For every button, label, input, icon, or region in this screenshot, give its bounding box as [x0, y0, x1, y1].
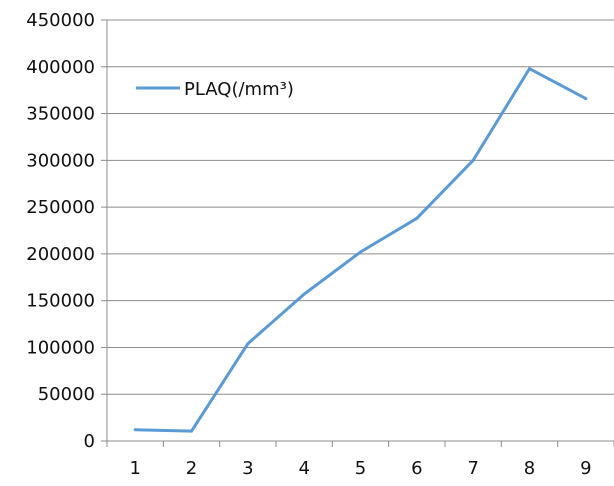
y-tick-label: 50000: [38, 384, 95, 405]
y-tick-label: 0: [84, 431, 95, 452]
x-tick-label: 8: [524, 458, 535, 479]
data-point: [246, 342, 250, 346]
data-point: [584, 97, 588, 101]
legend-label-plaq: PLAQ(/mm³): [184, 79, 294, 100]
legend: PLAQ(/mm³): [136, 79, 294, 100]
gridlines: [107, 19, 614, 395]
data-point: [190, 429, 193, 433]
data-point: [133, 428, 137, 432]
tick-labels: 0 50000 100000 150000 200000 250000 300000 3500…: [26, 10, 591, 479]
data-point: [415, 216, 419, 220]
y-tick-label: 250000: [26, 197, 95, 218]
x-tick-label: 3: [242, 458, 253, 479]
y-tick-label: 400000: [26, 57, 95, 78]
series-line-plaq: [135, 67, 587, 433]
y-tick-label: 350000: [26, 104, 95, 125]
x-tick-label: 6: [411, 458, 422, 479]
x-tick-label: 2: [186, 458, 197, 479]
y-tick-label: 450000: [26, 10, 95, 31]
data-point: [528, 67, 531, 71]
y-tick-label: 300000: [26, 150, 95, 171]
data-point: [302, 292, 306, 296]
y-tick-label: 200000: [26, 244, 95, 265]
x-tick-label: 5: [355, 458, 366, 479]
data-point: [471, 158, 475, 162]
y-tick-label: 100000: [26, 337, 95, 358]
axes: [101, 19, 614, 447]
data-point: [359, 250, 362, 254]
y-tick-label: 150000: [26, 291, 95, 312]
x-tick-label: 4: [298, 458, 309, 479]
x-tick-label: 9: [580, 458, 591, 479]
series-layer: [133, 67, 588, 433]
x-tick-label: 1: [129, 458, 140, 479]
x-tick-label: 7: [467, 458, 478, 479]
